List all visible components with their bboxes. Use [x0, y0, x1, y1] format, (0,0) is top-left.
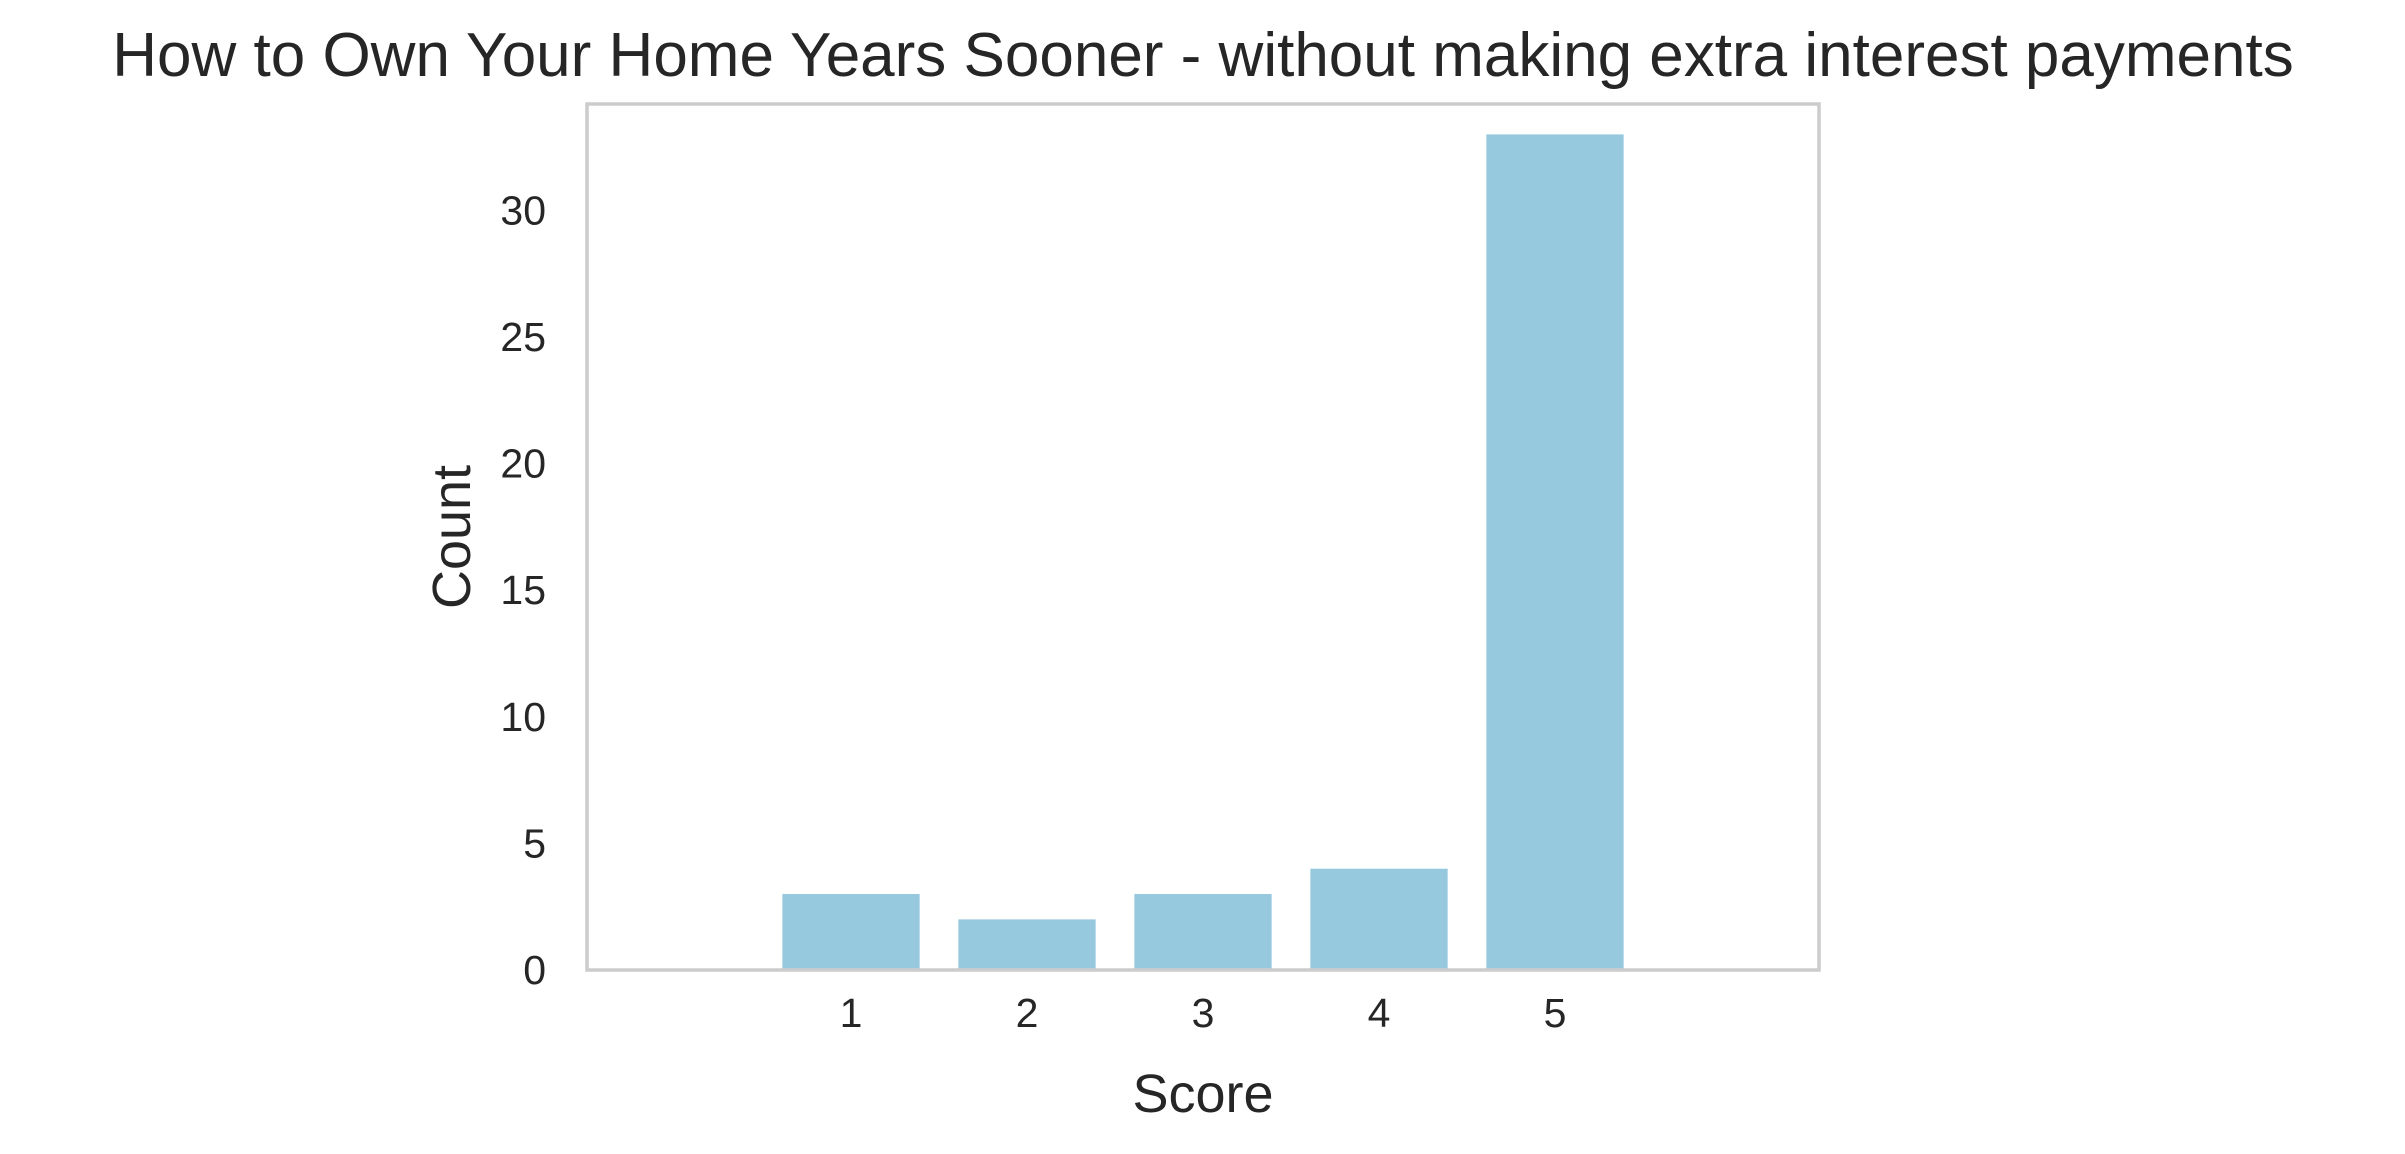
- bars-group: [782, 134, 1624, 970]
- y-tick-label: 30: [500, 187, 546, 233]
- x-axis-label: Score: [1132, 1064, 1273, 1124]
- x-tick-label: 5: [1544, 990, 1567, 1036]
- y-tick-label: 5: [523, 820, 546, 866]
- chart-title: How to Own Your Home Years Sooner - with…: [112, 21, 2293, 90]
- y-tick-label: 15: [500, 567, 546, 613]
- y-tick-labels: 0 5 10 15 20 25 30: [500, 187, 546, 993]
- x-tick-label: 3: [1192, 990, 1215, 1036]
- x-tick-label: 2: [1016, 990, 1039, 1036]
- y-tick-label: 20: [500, 441, 546, 487]
- bar-score-4: [1310, 868, 1448, 970]
- y-tick-label: 0: [523, 947, 546, 993]
- y-axis-label: Count: [422, 465, 482, 609]
- y-tick-label: 10: [500, 694, 546, 740]
- x-tick-label: 4: [1368, 990, 1391, 1036]
- bar-score-2: [958, 919, 1096, 970]
- x-tick-labels: 1 2 3 4 5: [840, 990, 1567, 1036]
- y-tick-label: 25: [500, 314, 546, 360]
- plot-area-frame: [585, 102, 1821, 972]
- bar-score-1: [782, 894, 920, 970]
- bar-score-3: [1134, 894, 1272, 970]
- x-tick-label: 1: [840, 990, 863, 1036]
- bar-score-5: [1486, 134, 1624, 970]
